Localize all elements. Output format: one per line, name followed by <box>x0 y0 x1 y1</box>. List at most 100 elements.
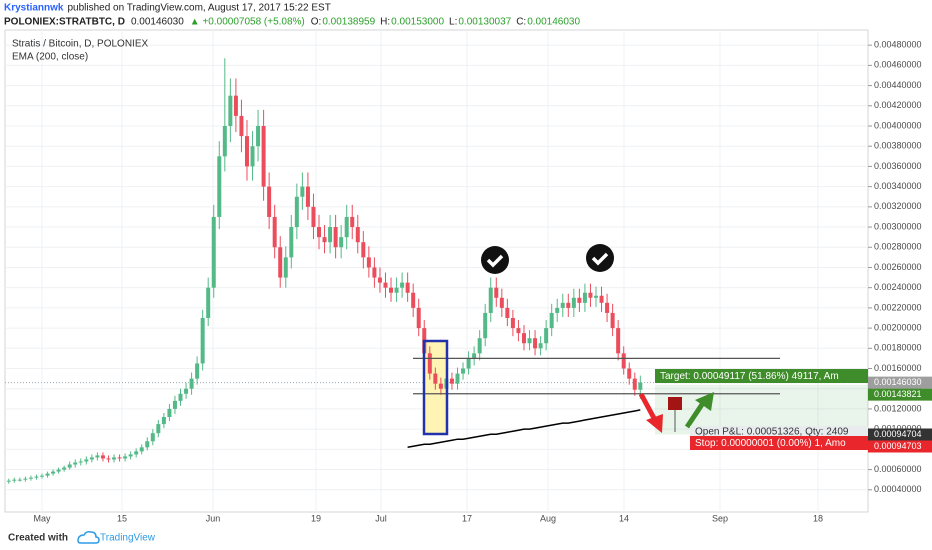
y-tick-label: 0.00420000 <box>874 100 922 110</box>
candle-body <box>78 461 83 463</box>
candle-body <box>472 353 477 359</box>
logo <box>77 531 100 544</box>
candle-body <box>416 307 421 329</box>
candle-body <box>499 297 504 308</box>
candle-body <box>616 328 621 354</box>
candle-body <box>217 156 222 217</box>
candle-body <box>322 237 327 243</box>
candle-body <box>455 373 460 384</box>
y-tick-label: 0.00120000 <box>874 403 922 413</box>
author: Krystiannwk <box>4 3 64 14</box>
check-icon <box>586 244 614 272</box>
candle-body <box>544 328 549 344</box>
highlight-box <box>422 339 449 436</box>
candle-body <box>184 388 189 394</box>
price-label: 0.00143821 <box>874 389 922 399</box>
candle-body <box>505 307 510 318</box>
candle-body <box>638 382 643 390</box>
candle-body <box>533 338 538 349</box>
y-tick-label: 0.00260000 <box>874 262 922 272</box>
candle-body <box>571 297 576 308</box>
price-label-bg <box>868 388 932 401</box>
y-tick-label: 0.00320000 <box>874 201 922 211</box>
footer-created: Created with <box>8 533 68 544</box>
candle-body <box>128 454 133 457</box>
check-mark <box>486 254 504 268</box>
candle-body <box>405 282 410 293</box>
candle-body <box>100 455 105 459</box>
candle-body <box>394 287 399 293</box>
target-label: Target: 0.00049117 (51.86%) 49117, Am <box>660 371 839 382</box>
candle-body <box>189 378 194 389</box>
ohlc-label: C: <box>516 17 526 28</box>
x-tick-label: Sep <box>712 513 728 523</box>
price-label: 0.00094703 <box>874 441 922 451</box>
candle-body <box>494 287 499 298</box>
candle-body <box>211 216 216 288</box>
candle-body <box>62 467 67 470</box>
price-label: 0.00094704 <box>874 429 922 439</box>
footer-band <box>0 528 932 550</box>
x-tick-label: Jul <box>375 513 387 523</box>
candle-body <box>461 368 466 374</box>
candle-body <box>366 257 371 268</box>
candle-body <box>261 125 266 187</box>
candle-body <box>328 227 333 243</box>
candle-body <box>56 469 61 472</box>
down-arrow <box>638 392 658 422</box>
y-tick-label: 0.00060000 <box>874 464 922 474</box>
y-tick-label: 0.00300000 <box>874 221 922 231</box>
candle-body <box>28 477 33 479</box>
candle-body <box>521 333 526 344</box>
candle-body <box>355 227 360 243</box>
y-tick-label: 0.00240000 <box>874 282 922 292</box>
candle-body <box>67 464 72 468</box>
open-pl-label: Open P&L: 0.00051326, Qty: 2409 <box>695 427 849 438</box>
x-tick-label: 18 <box>813 513 823 523</box>
candle-body <box>84 459 89 462</box>
candle-body <box>516 328 521 334</box>
candle-body <box>17 479 22 481</box>
candle-body <box>477 338 482 354</box>
stop-label-bg <box>690 436 868 450</box>
candle-body <box>51 471 56 474</box>
entry-marker <box>668 397 682 410</box>
candle-body <box>311 206 316 228</box>
candle-body <box>40 475 44 477</box>
candle-body <box>632 378 637 390</box>
candle-body <box>361 242 366 258</box>
y-tick-label: 0.00340000 <box>874 181 922 191</box>
ohlc-value: 0.00138959 <box>322 17 375 28</box>
up-arrow-head <box>695 392 714 411</box>
x-tick-label: Jun <box>206 513 221 523</box>
candle-body <box>178 393 183 401</box>
open-pl-bg <box>690 426 868 438</box>
candle-body <box>594 295 598 298</box>
candle-body <box>555 307 560 313</box>
candle-body <box>134 451 139 455</box>
candle-body <box>294 196 299 228</box>
candle-body <box>233 95 238 116</box>
candle-body <box>145 441 150 448</box>
x-tick-label: 14 <box>619 513 629 523</box>
y-tick-label: 0.00220000 <box>874 302 922 312</box>
candle-body <box>350 216 355 228</box>
y-tick-label: 0.00400000 <box>874 120 922 130</box>
stop-label: Stop: 0.00000001 (0.00%) 1, Amo <box>695 438 846 449</box>
symbol: POLONIEX:STRATBTC, D <box>4 17 125 28</box>
candle-body <box>45 473 50 476</box>
candle-body <box>389 287 394 293</box>
candle-body <box>411 292 416 308</box>
y-tick-label: 0.00180000 <box>874 343 922 353</box>
candle-body <box>123 456 128 459</box>
candle-body <box>267 186 272 217</box>
candle-body <box>117 457 122 459</box>
ohlc-label: O: <box>311 17 322 28</box>
footer-brand: TradingView <box>100 533 156 544</box>
target-label-bg <box>655 369 868 383</box>
chart-title: Stratis / Bitcoin, D, POLONIEX <box>12 39 148 50</box>
candle-body <box>621 353 626 369</box>
candle-body <box>150 433 155 442</box>
indicator: EMA (200, close) <box>12 52 88 63</box>
candle-body <box>222 125 227 157</box>
